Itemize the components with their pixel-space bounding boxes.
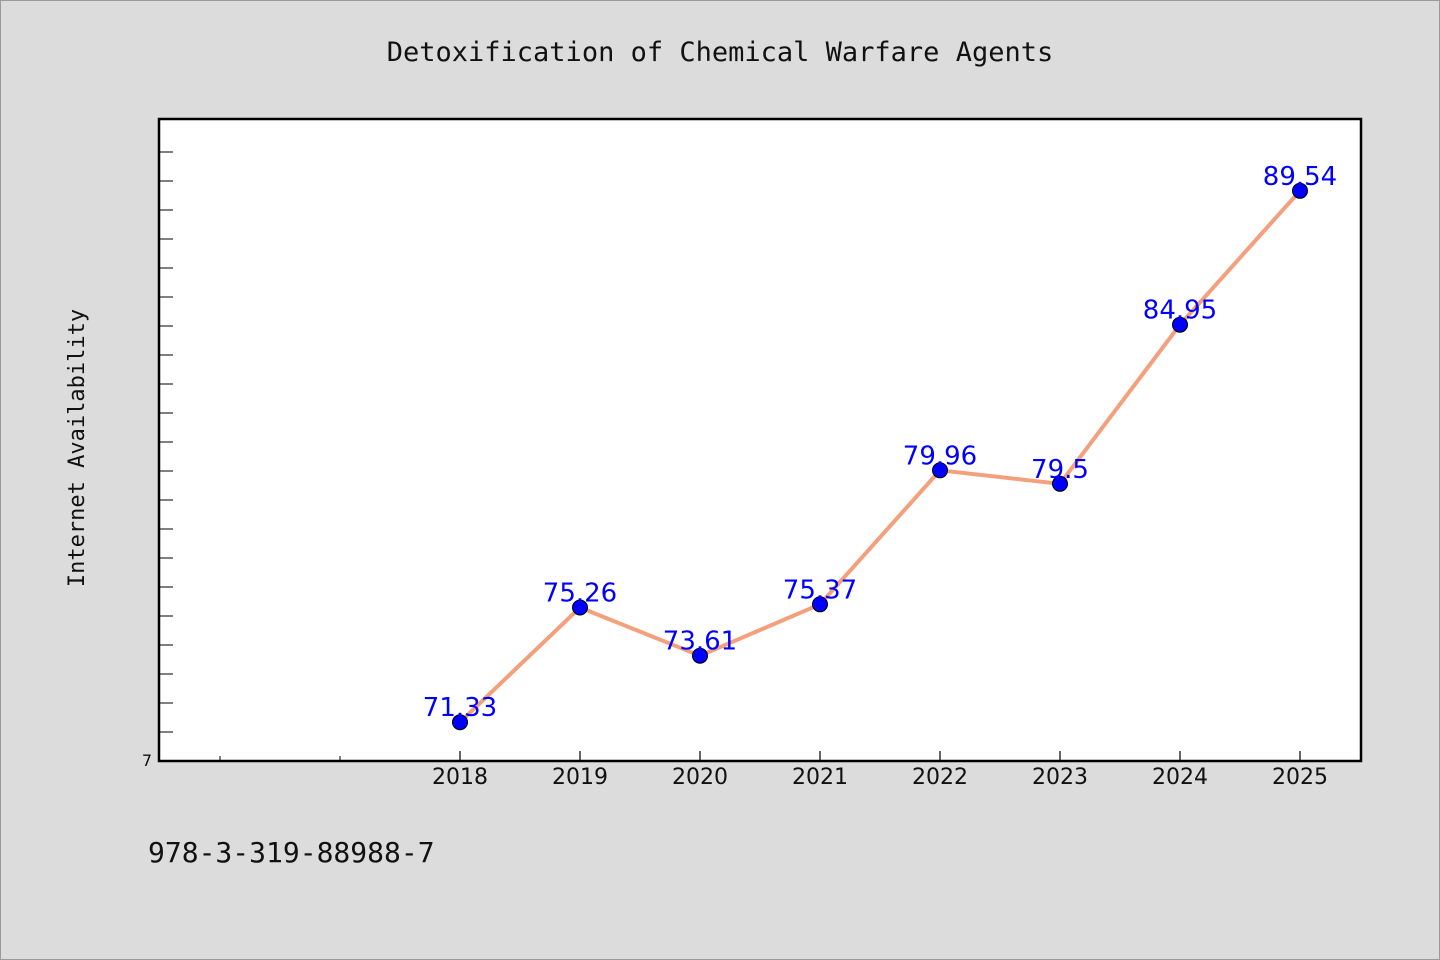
series-line	[458, 189, 1302, 724]
data-label: 79.96	[903, 441, 977, 471]
data-label: 79.5	[1031, 455, 1089, 485]
data-label: 73.61	[663, 627, 737, 657]
x-tick-label: 2018	[432, 765, 488, 790]
data-point	[932, 462, 948, 479]
plot-area	[157, 117, 1363, 763]
y-axis-label: Internet Availability	[65, 309, 90, 587]
data-point	[1172, 316, 1188, 333]
x-tick-label: 2021	[792, 765, 848, 790]
data-label: 75.26	[543, 579, 617, 609]
x-tick-label: 2025	[1272, 765, 1328, 790]
data-label: 84.95	[1143, 296, 1217, 326]
data-points	[452, 182, 1308, 731]
x-tick-label: 2022	[912, 765, 968, 790]
data-point	[1052, 475, 1068, 492]
y-tick-label: 7	[142, 751, 152, 770]
data-label: 75.37	[783, 575, 857, 605]
data-point	[572, 599, 588, 616]
data-label: 89.54	[1263, 162, 1337, 192]
data-label: 71.33	[423, 693, 497, 723]
x-tick-label: 2024	[1152, 765, 1208, 790]
chart-title: Detoxification of Chemical Warfare Agent…	[387, 37, 1053, 68]
y-axis-ticks	[159, 151, 173, 733]
data-point	[812, 596, 828, 613]
x-tick-label: 2020	[672, 765, 728, 790]
data-labels: 71.33 75.26 73.61 75.37 79.96 79.5 84.95 89.54	[423, 162, 1337, 723]
x-tick-label: 2019	[552, 765, 608, 790]
footer-isbn: 978-3-319-88988-7	[148, 836, 435, 869]
x-axis-ticks: 2018 2019 2020 2021 2022 2023 2024 2025	[219, 751, 1328, 790]
x-tick-label: 2023	[1032, 765, 1088, 790]
data-point	[692, 647, 708, 664]
data-point	[1292, 182, 1308, 199]
data-point	[452, 714, 468, 731]
